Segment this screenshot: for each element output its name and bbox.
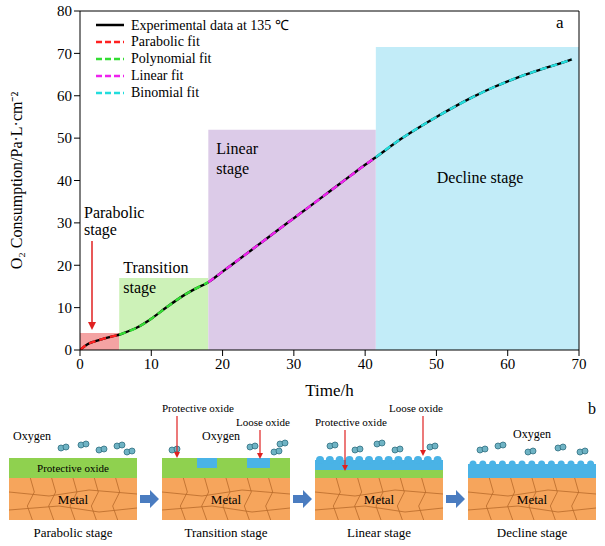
svg-text:Metal: Metal (517, 492, 548, 507)
svg-text:50: 50 (57, 130, 72, 146)
svg-text:Metal: Metal (364, 492, 395, 507)
svg-text:40: 40 (358, 356, 373, 372)
svg-text:Oxygen: Oxygen (13, 429, 51, 443)
svg-text:Metal: Metal (58, 492, 89, 507)
svg-text:60: 60 (57, 88, 72, 104)
svg-text:40: 40 (57, 173, 72, 189)
svg-text:Time/h: Time/h (305, 381, 354, 400)
svg-text:60: 60 (500, 356, 515, 372)
svg-text:70: 70 (57, 46, 72, 62)
svg-text:Protective oxide: Protective oxide (162, 402, 234, 414)
svg-text:30: 30 (286, 356, 301, 372)
svg-text:Linear: Linear (216, 140, 258, 157)
svg-text:10: 10 (144, 356, 159, 372)
html-text:Linear fit: Linear fit (131, 67, 184, 83)
svg-text:Loose oxide: Loose oxide (236, 416, 290, 428)
svg-text:80: 80 (57, 3, 72, 19)
svg-text:30: 30 (57, 215, 72, 231)
svg-text:Metal: Metal (211, 492, 242, 507)
svg-text:Decline stage: Decline stage (497, 525, 568, 540)
svg-text:Oxygen: Oxygen (202, 429, 240, 443)
svg-text:20: 20 (215, 356, 230, 372)
svg-text:Parabolic: Parabolic (84, 204, 144, 221)
svg-text:Protective oxide: Protective oxide (315, 416, 387, 428)
svg-text:0: 0 (65, 342, 73, 358)
svg-text:stage: stage (216, 160, 249, 178)
svg-text:10: 10 (57, 300, 72, 316)
svg-text:Parabolic stage: Parabolic stage (33, 525, 112, 540)
html-text:Polynomial fit: Polynomial fit (131, 50, 212, 66)
html-text:Parabolic fit: Parabolic fit (131, 33, 200, 49)
svg-text:70: 70 (572, 356, 587, 372)
svg-text:b: b (588, 400, 596, 417)
html-text:a: a (556, 13, 564, 32)
svg-text:50: 50 (429, 356, 444, 372)
svg-text:stage: stage (84, 221, 117, 239)
svg-text:Decline stage: Decline stage (437, 169, 524, 187)
svg-text:0: 0 (76, 356, 84, 372)
html-text:Binomial fit: Binomial fit (131, 84, 200, 100)
svg-text:stage: stage (123, 279, 156, 297)
svg-text:O₂ Consumption/Pa·L·cm⁻²: O₂ Consumption/Pa·L·cm⁻² (8, 92, 26, 270)
svg-text:Oxygen: Oxygen (513, 427, 551, 441)
svg-text:Linear stage: Linear stage (347, 525, 411, 540)
svg-text:Transition stage: Transition stage (185, 525, 268, 540)
svg-text:Transition: Transition (123, 259, 188, 276)
svg-text:20: 20 (57, 258, 72, 274)
svg-text:Protective oxide: Protective oxide (37, 462, 109, 474)
html-text:Experimental data at 135 ℃: Experimental data at 135 ℃ (131, 18, 289, 33)
svg-text:Loose oxide: Loose oxide (389, 402, 443, 414)
